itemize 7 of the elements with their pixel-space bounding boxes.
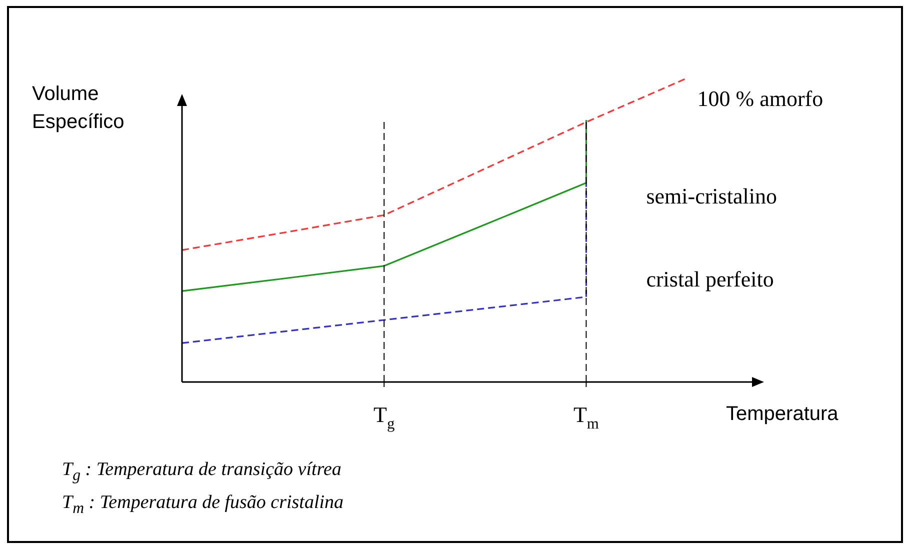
text: T$_{g}$ : Temperatura de transição vítrea <box>62 458 342 486</box>
x-axis-title: Temperatura <box>726 402 838 427</box>
text: semi-cristalino <box>646 184 777 209</box>
y-axis-title: Volume Específico <box>32 82 124 135</box>
text: T$_{m}$ : Temperatura de fusão cristalina <box>62 490 344 519</box>
series-label: 100 % amorfo <box>697 86 824 111</box>
text: cristal perfeito <box>646 266 774 292</box>
